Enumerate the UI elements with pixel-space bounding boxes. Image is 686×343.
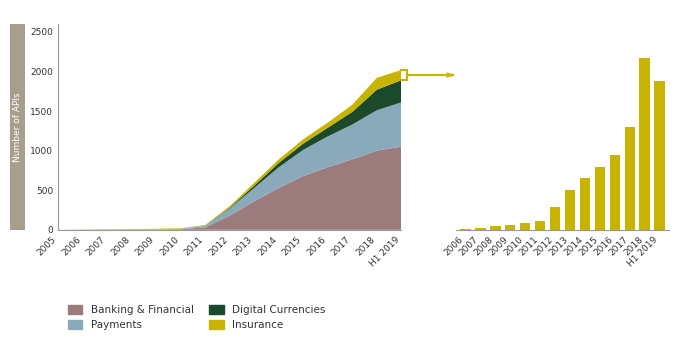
Bar	[490, 226, 501, 230]
Bar	[460, 229, 471, 230]
Bar	[549, 207, 560, 230]
Bar	[639, 58, 650, 230]
Bar	[565, 190, 576, 230]
Bar	[610, 155, 620, 230]
Bar	[624, 127, 635, 230]
Bar	[475, 227, 486, 230]
Bar	[595, 167, 605, 230]
Bar	[580, 178, 591, 230]
Bar	[654, 81, 665, 230]
Bar	[534, 221, 545, 230]
Bar	[520, 223, 530, 230]
Text: Number of APIs: Number of APIs	[13, 92, 23, 162]
Legend: Banking & Financial, Payments, Digital Currencies, Insurance: Banking & Financial, Payments, Digital C…	[64, 301, 330, 334]
Bar	[505, 225, 515, 230]
